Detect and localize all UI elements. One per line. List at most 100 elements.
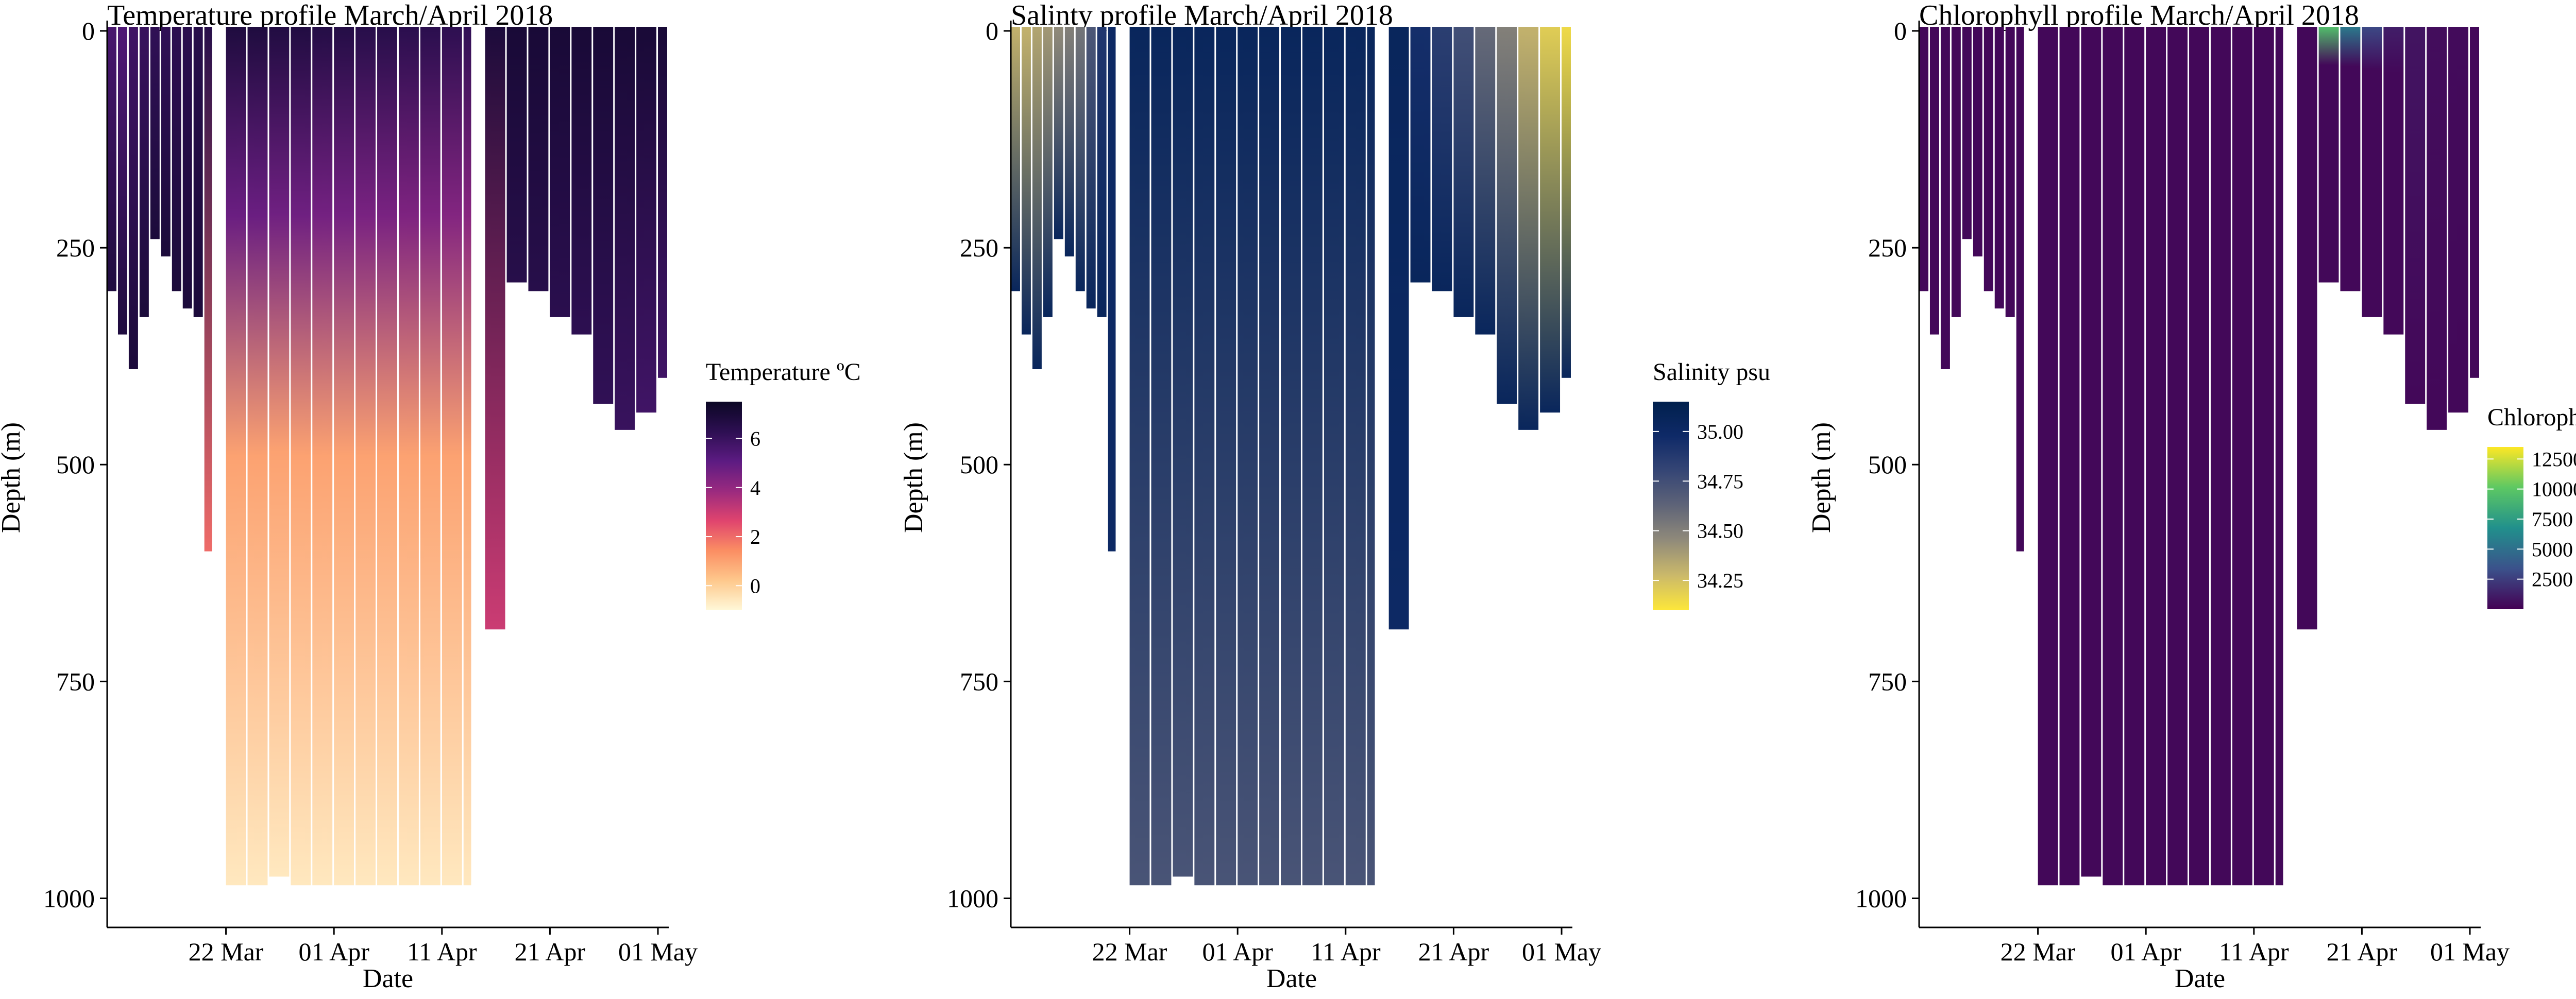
y-tick-label: 500 [960,450,998,479]
x-tick-label: 11 Apr [1311,937,1381,966]
depth-profile [2405,27,2426,404]
depth-profile [1129,27,1150,886]
x-tick-label: 21 Apr [1418,937,1489,966]
depth-profile [1367,27,1375,886]
legend-title: Salinity psu [1653,358,1770,386]
x-tick-label: 01 Apr [298,937,369,966]
depth-profile [1281,27,1301,886]
y-tick-label: 500 [1868,450,1907,479]
depth-profile [269,27,290,877]
depth-profile [247,27,268,886]
depth-profile [2167,27,2188,886]
depth-profile [128,27,138,369]
depth-profile [139,27,149,317]
legend-tick-label: 10000 [2532,478,2576,501]
depth-profile [485,27,505,630]
y-tick-label: 1000 [43,884,95,912]
depth-profile [117,27,127,335]
depth-profile [1108,27,1116,552]
depth-profile [1929,27,1939,335]
y-tick-label: 750 [1868,667,1907,696]
depth-profile [2124,27,2145,886]
x-tick-label: 21 Apr [2327,937,2398,966]
depth-profile [2340,27,2361,291]
depth-profile [2146,27,2166,886]
depth-profile [1216,27,1236,886]
depth-profile [377,27,397,886]
depth-profile [182,27,192,309]
depth-profile [1054,27,1063,239]
depth-profile [420,27,440,886]
depth-profile [1475,27,1496,335]
depth-profile [1962,27,1972,239]
legend-tick-label: 5000 [2532,538,2573,561]
x-axis-label: Date [2175,964,2225,993]
depth-profile [2297,27,2317,630]
x-tick-label: 22 Mar [1092,937,1167,966]
depth-profile [1259,27,1280,886]
y-tick-label: 250 [56,233,95,262]
depth-profile [2253,27,2274,886]
panel-2: Salinty profile March/April 2018 0 250 500 7… [899,0,1770,993]
depth-profile [2081,27,2102,877]
x-axis-label: Date [1266,964,1317,993]
depth-profile [398,27,419,886]
y-tick-label: 1000 [947,884,998,912]
depth-profile [1075,27,1085,291]
depth-profile [334,27,354,886]
depth-profile [1345,27,1366,886]
depth-profile [2448,27,2469,413]
y-tick-label: 250 [960,233,998,262]
depth-profile [1994,27,2004,309]
depth-profile [1388,27,1409,630]
depth-profile [291,27,311,886]
chart-title: Temperature profile March/April 2018 [107,0,553,31]
depth-profile [2016,27,2024,552]
depth-profile [1011,27,1020,291]
depth-profile [442,27,462,886]
depth-profile [463,27,471,886]
depth-profile [2362,27,2382,317]
legend-title: Chlorophyll a mg/l [2487,404,2576,431]
legend-tick-label: 4 [750,476,760,499]
depth-profile [1302,27,1323,886]
depth-profile [1151,27,1172,886]
chart-title: Salinty profile March/April 2018 [1011,0,1393,31]
chart-title: Chlorophyll profile March/April 2018 [1919,0,2359,31]
depth-profile [312,27,333,886]
depth-profile [1497,27,1517,404]
depth-profile [1562,27,1571,378]
depth-profile [636,27,657,413]
y-tick-label: 750 [56,667,95,696]
legend-tick-label: 34.50 [1697,520,1743,543]
x-tick-label: 01 May [1522,937,1601,966]
x-tick-label: 22 Mar [2001,937,2076,966]
depth-profile [193,27,203,317]
depth-profile [2103,27,2123,886]
depth-profile [226,27,246,886]
panel-3: Chlorophyll profile March/April 2018 0 250… [1807,0,2576,993]
legend-tick-label: 12500 [2532,447,2576,471]
legend-tick-label: 2 [750,525,760,548]
depth-profile [1973,27,1982,256]
depth-profile [1238,27,1258,886]
y-tick-label: 0 [986,16,998,45]
depth-profile [550,27,570,317]
depth-profile [1410,27,1431,283]
x-tick-label: 01 May [618,937,698,966]
y-tick-label: 1000 [1855,884,1907,912]
y-tick-label: 0 [1894,16,1907,45]
x-tick-label: 22 Mar [189,937,264,966]
y-tick-label: 250 [1868,233,1907,262]
legend-tick-label: 2500 [2532,568,2573,591]
depth-profile [2189,27,2209,886]
depth-profile [1540,27,1561,413]
depth-profile [2038,27,2058,886]
legend-title: Temperature ºC [706,358,861,386]
depth-profile [2427,27,2447,430]
depth-profile [2318,27,2339,283]
x-tick-label: 11 Apr [407,937,477,966]
depth-profile [2383,27,2404,335]
legend-tick-label: 0 [750,574,760,597]
